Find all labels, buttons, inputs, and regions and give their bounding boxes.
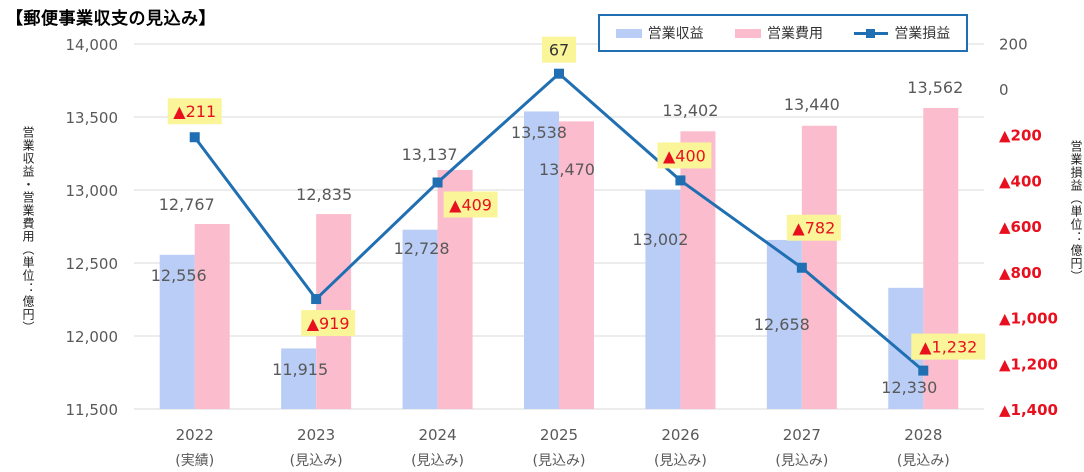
profit-labels: ▲211 ▲919 ▲409 67 ▲400 ▲782 ▲1,232 bbox=[167, 36, 986, 360]
x-tick-sublabel-2026: (見込み) bbox=[654, 453, 707, 469]
bar-revenue-2025 bbox=[524, 111, 559, 410]
legend-swatch-expense bbox=[734, 28, 761, 38]
profit-line-layer bbox=[189, 68, 929, 376]
legend-label-revenue: 営業収益 bbox=[647, 26, 704, 42]
bar-expense-2026 bbox=[680, 131, 716, 410]
profit-label-bg-2025 bbox=[542, 36, 576, 63]
left-axis-title: 営業収益・営業費用（単位：億円） bbox=[21, 126, 35, 334]
bar-label-revenue-2027: 12,658 bbox=[754, 315, 810, 334]
right-tick-label-4: ▲600 bbox=[999, 218, 1042, 236]
bar-label-revenue-2024: 12,728 bbox=[394, 239, 450, 258]
x-tick-label-2022: 2022 bbox=[176, 426, 214, 444]
bar-revenue-2026 bbox=[645, 189, 681, 409]
x-tick-label-2024: 2024 bbox=[418, 426, 456, 444]
bar-label-revenue-2026: 13,002 bbox=[632, 230, 688, 249]
x-tick-sublabel-2024: (見込み) bbox=[411, 453, 464, 469]
bar-expense-2027 bbox=[801, 125, 837, 409]
legend-label-expense: 営業費用 bbox=[766, 26, 823, 42]
legend-item-revenue: 営業収益 bbox=[615, 23, 704, 43]
bar-label-expense-2024: 13,137 bbox=[402, 145, 458, 164]
bar-expense-2025 bbox=[559, 121, 594, 409]
bar-revenue-2023 bbox=[281, 348, 317, 409]
profit-label-2022: ▲211 bbox=[173, 102, 216, 121]
profit-marker-2024 bbox=[432, 177, 443, 188]
x-tick-sublabel-2023: (見込み) bbox=[290, 453, 343, 469]
x-tick-label-2028: 2028 bbox=[904, 426, 942, 444]
legend-swatch-revenue bbox=[615, 28, 642, 38]
profit-label-bg-2028 bbox=[911, 333, 986, 360]
bar-revenue-2024 bbox=[402, 229, 438, 409]
bar-revenue-2022 bbox=[159, 254, 195, 409]
legend: 営業収益 営業費用 営業損益 bbox=[598, 14, 968, 52]
profit-label-bg-2024 bbox=[443, 191, 498, 218]
right-tick-label-5: ▲800 bbox=[999, 264, 1042, 282]
right-tick-label-8: ▲1,400 bbox=[999, 401, 1058, 419]
bar-label-revenue-2023: 11,915 bbox=[272, 360, 328, 379]
profit-label-bg-2027 bbox=[786, 214, 841, 241]
right-axis-ticks: 200 0 ▲200 ▲400 ▲600 ▲800 ▲1,000 ▲1,200 ▲1,400 bbox=[999, 35, 1058, 419]
bar-expense-2022 bbox=[194, 224, 230, 409]
bar-label-revenue-2025: 13,538 bbox=[511, 123, 567, 142]
left-tick-label-3: 13,000 bbox=[66, 182, 119, 200]
bar-label-revenue-2028: 12,330 bbox=[881, 378, 937, 397]
right-tick-label-0: 200 bbox=[999, 35, 1028, 53]
profit-label-2024: ▲409 bbox=[449, 195, 492, 214]
legend-item-expense: 営業費用 bbox=[734, 23, 823, 43]
profit-label-2026: ▲400 bbox=[663, 146, 706, 165]
right-tick-label-7: ▲1,200 bbox=[999, 355, 1058, 373]
legend-item-profit: 営業損益 bbox=[854, 23, 950, 43]
profit-marker-2023 bbox=[311, 294, 322, 305]
x-tick-sublabel-2022: (実績) bbox=[175, 453, 214, 469]
profit-label-2023: ▲919 bbox=[307, 314, 350, 333]
x-tick-label-2027: 2027 bbox=[783, 426, 821, 444]
x-tick-label-2026: 2026 bbox=[661, 426, 699, 444]
bar-label-expense-2027: 13,440 bbox=[784, 95, 840, 114]
bar-label-expense-2025: 13,470 bbox=[539, 160, 595, 179]
left-tick-label-2: 12,500 bbox=[66, 255, 119, 273]
bars bbox=[159, 107, 959, 410]
left-tick-label-1: 12,000 bbox=[66, 328, 119, 346]
profit-marker-2026 bbox=[675, 175, 686, 186]
right-tick-label-6: ▲1,000 bbox=[999, 310, 1058, 328]
bar-label-expense-2022: 12,767 bbox=[159, 195, 215, 214]
left-tick-label-4: 13,500 bbox=[66, 109, 119, 127]
left-axis-ticks: 11,500 12,000 12,500 13,000 13,500 14,000 bbox=[66, 36, 119, 419]
x-tick-label-2023: 2023 bbox=[297, 426, 335, 444]
profit-marker-2027 bbox=[796, 262, 807, 273]
left-tick-label-0: 11,500 bbox=[66, 401, 119, 419]
bar-expense-2028 bbox=[923, 107, 959, 409]
bar-label-revenue-2022: 12,556 bbox=[151, 266, 207, 285]
profit-marker-2028 bbox=[918, 365, 929, 376]
profit-marker-2022 bbox=[189, 132, 200, 143]
chart-title: 【郵便事業収支の見込み】 bbox=[6, 9, 216, 29]
x-tick-sublabel-2025: (見込み) bbox=[533, 453, 586, 469]
bar-revenue-2027 bbox=[766, 239, 802, 409]
right-tick-label-3: ▲400 bbox=[999, 172, 1042, 190]
bar-labels: 12,556 12,767 11,915 12,835 12,728 13,137 13,5… bbox=[151, 78, 964, 397]
legend-label-profit: 営業損益 bbox=[894, 26, 951, 42]
left-tick-label-5: 14,000 bbox=[66, 36, 119, 54]
profit-label-bg-2026 bbox=[657, 142, 712, 169]
x-axis-ticks: 2022 (実績) 2023 (見込み) 2024 (見込み) 2025 (見込み) 2026 (… bbox=[175, 426, 950, 469]
profit-label-bg-2023 bbox=[301, 310, 356, 337]
profit-label-2027: ▲782 bbox=[792, 219, 835, 238]
x-tick-label-2025: 2025 bbox=[540, 426, 578, 444]
profit-label-bg-2022 bbox=[167, 98, 222, 125]
profit-label-2028: ▲1,232 bbox=[919, 338, 977, 357]
x-tick-sublabel-2027: (見込み) bbox=[775, 453, 828, 469]
x-tick-sublabel-2028: (見込み) bbox=[897, 453, 950, 469]
legend-line-profit bbox=[854, 28, 889, 38]
bar-label-expense-2023: 12,835 bbox=[296, 185, 352, 204]
right-tick-label-2: ▲200 bbox=[999, 127, 1042, 145]
bar-label-expense-2026: 13,402 bbox=[662, 101, 718, 120]
right-axis-title: 営業損益（単位：億円） bbox=[1069, 140, 1083, 283]
right-tick-label-1: 0 bbox=[999, 81, 1009, 99]
bar-label-expense-2028: 13,562 bbox=[907, 78, 963, 97]
profit-marker-2025 bbox=[554, 68, 564, 79]
profit-label-2025: 67 bbox=[549, 41, 569, 60]
